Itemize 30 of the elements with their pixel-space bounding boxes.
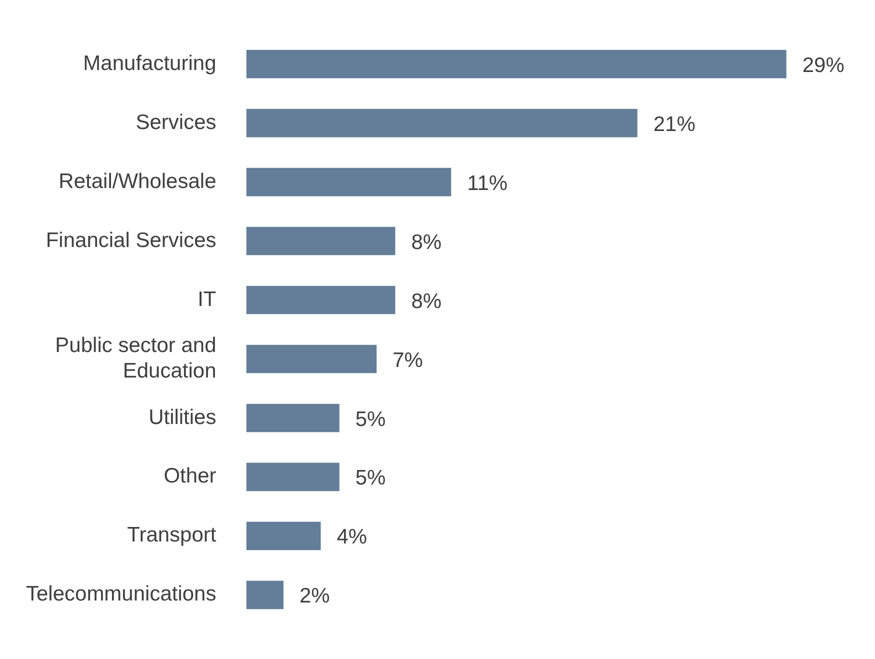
bar [246,286,396,314]
bar [246,168,452,196]
y-tick-label: IT [198,288,216,311]
bar [246,462,340,492]
bar [246,344,377,374]
y-tick-label: Other [164,464,216,488]
y-tick-label: Retail/Wholesale [58,170,216,193]
bar [246,522,321,550]
y-tick-label: Public sector and Education [55,334,216,382]
data-label: 5% [355,466,386,490]
y-tick-label: Utilities [148,406,216,429]
data-label: 11% [467,172,508,195]
data-label: 21% [653,112,696,136]
y-tick-label: Telecommunications [26,582,216,606]
bar [246,108,638,138]
data-label: 7% [392,348,423,372]
data-label: 2% [300,584,330,608]
data-label: 29% [802,54,844,77]
y-tick-label: Financial Services [46,228,216,252]
bar [246,404,340,432]
bar [246,580,284,610]
bar [246,50,786,78]
data-label: 8% [411,230,442,254]
bar [246,226,396,256]
data-label: 8% [411,290,442,313]
y-tick-label: Services [136,110,216,134]
y-tick-label: Manufacturing [83,52,216,75]
data-label: 4% [336,526,368,549]
data-label: 5% [355,408,386,431]
y-tick-label: Transport [127,524,216,547]
